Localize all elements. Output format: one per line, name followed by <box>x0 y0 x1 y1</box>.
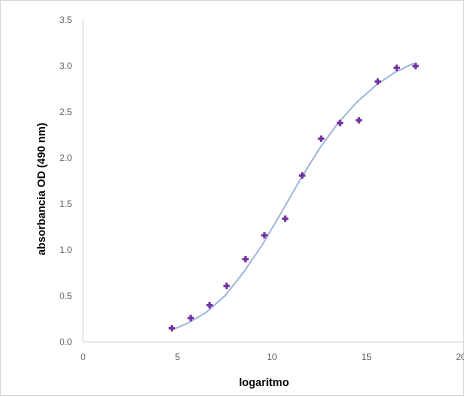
y-tick-label: 0.0 <box>59 337 72 347</box>
data-point <box>317 135 325 142</box>
x-tick-label: 10 <box>267 352 277 362</box>
data-point <box>223 282 230 290</box>
y-tick-label: 2.5 <box>59 107 72 117</box>
data-point <box>261 232 268 239</box>
y-tick-label: 1.5 <box>59 199 72 209</box>
data-point <box>412 62 419 70</box>
x-tick-label: 5 <box>175 352 180 362</box>
data-point <box>282 215 289 222</box>
trendline <box>171 62 415 331</box>
data-point <box>355 117 363 124</box>
data-point <box>374 78 381 85</box>
data-point <box>168 325 175 332</box>
y-tick-label: 1.0 <box>59 245 72 255</box>
x-tick-label: 20 <box>456 352 464 362</box>
trendline-layer <box>171 62 415 331</box>
data-points-layer <box>168 62 419 332</box>
x-tick-label: 15 <box>361 352 371 362</box>
y-tick-label: 3.0 <box>59 61 72 71</box>
y-tick-label: 3.5 <box>59 15 72 25</box>
data-point <box>336 119 344 127</box>
y-tick-label: 0.5 <box>59 291 72 301</box>
y-axis-title: absorbancia OD (490 nm) <box>36 122 48 255</box>
data-point <box>206 302 213 309</box>
data-point <box>187 314 194 322</box>
y-tick-label: 2.0 <box>59 153 72 163</box>
x-axis-title: logaritmo <box>239 377 289 389</box>
data-point <box>242 256 249 263</box>
data-point <box>393 64 400 71</box>
data-point <box>299 172 306 179</box>
x-tick-label: 0 <box>80 352 85 362</box>
axes-layer <box>82 20 464 343</box>
ticks-layer: 0.0 0.5 1.0 1.5 2.0 2.5 3.0 3.5 0 5 10 15 20 <box>59 15 464 362</box>
